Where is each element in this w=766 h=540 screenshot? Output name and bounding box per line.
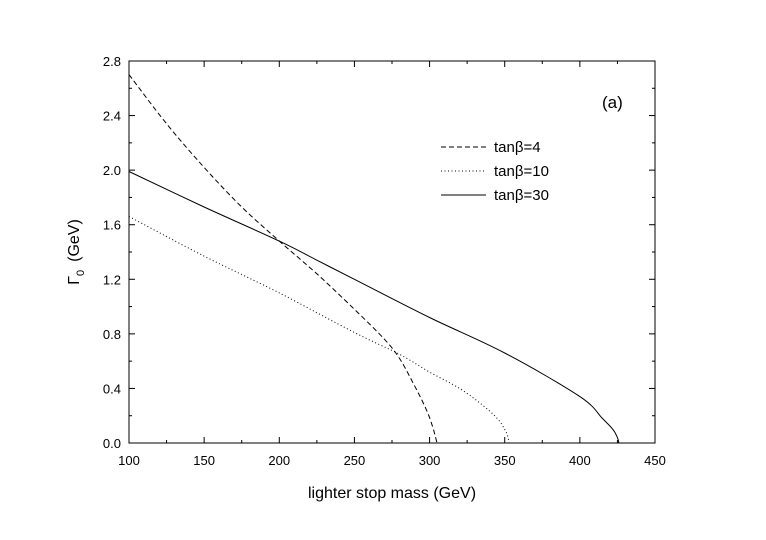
- x-tick-label: 300: [419, 453, 441, 468]
- x-tick-label: 350: [494, 453, 516, 468]
- x-tick-label: 250: [344, 453, 366, 468]
- y-axis-unit: (GeV): [66, 219, 83, 262]
- y-tick-label: 0.8: [103, 327, 121, 342]
- svg-text:Γ0(GeV): Γ0 (GeV): [66, 219, 87, 285]
- panel-label: (a): [602, 93, 623, 112]
- series-line-solid: [128, 171, 620, 444]
- series-lines: [128, 74, 620, 444]
- y-tick-labels: 0.0 0.4 0.8 1.2 1.6 2.0 2.4 2.8: [103, 54, 121, 451]
- legend-label: tanβ=10: [494, 163, 549, 180]
- x-tick-label: 100: [118, 453, 140, 468]
- x-axis-label: lighter stop mass (GeV): [308, 485, 476, 502]
- x-tick-label: 400: [569, 453, 591, 468]
- y-tick-label: 1.2: [103, 272, 121, 287]
- x-tick-labels: 100 150 200 250 300 350 400 450: [118, 453, 666, 468]
- y-tick-label: 2.0: [103, 163, 121, 178]
- legend: tanβ=4 tanβ=10 tanβ=30: [441, 139, 549, 204]
- y-axis-subscript: 0: [75, 270, 87, 276]
- x-tick-label: 450: [644, 453, 666, 468]
- legend-label: tanβ=30: [494, 187, 549, 204]
- series-line-dashed: [128, 74, 438, 444]
- y-tick-label: 2.8: [103, 54, 121, 69]
- y-axis-label: Γ0 (GeV): [66, 219, 87, 285]
- plot-frame: [128, 60, 656, 444]
- y-tick-label: 0.4: [103, 381, 121, 396]
- y-axis-symbol: Γ: [66, 276, 83, 285]
- series-line-dotted: [128, 216, 510, 444]
- legend-label: tanβ=4: [494, 139, 541, 156]
- y-tick-label: 0.0: [103, 436, 121, 451]
- y-tick-label: 2.4: [103, 109, 121, 124]
- x-tick-label: 200: [268, 453, 290, 468]
- axis-ticks: [128, 60, 656, 444]
- y-tick-label: 1.6: [103, 218, 121, 233]
- x-tick-label: 150: [193, 453, 215, 468]
